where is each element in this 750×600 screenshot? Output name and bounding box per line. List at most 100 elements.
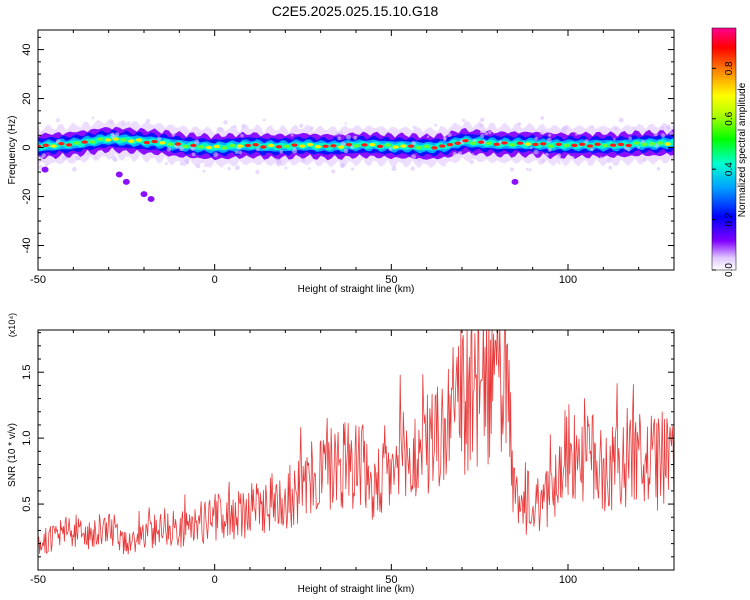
spectrogram-speckle bbox=[204, 164, 207, 167]
spectrogram-speckle bbox=[166, 147, 172, 152]
spectrogram-speckle bbox=[480, 133, 485, 138]
snr-ytick-label: 1.0 bbox=[21, 430, 33, 445]
ridge-peak bbox=[532, 142, 539, 147]
spectrogram-speckle bbox=[606, 157, 612, 164]
spectrogram-ylabel: Frequency (Hz) bbox=[7, 116, 18, 185]
spectrogram-speckle bbox=[340, 141, 346, 147]
spectrogram-outlier bbox=[147, 195, 155, 202]
spectrogram-speckle bbox=[279, 149, 283, 154]
snr-axes: -50 0 50 100 0.5 1.0 1.5 bbox=[21, 330, 675, 586]
spectrogram-speckle bbox=[484, 131, 488, 136]
ridge-peak bbox=[330, 144, 337, 148]
spectrogram-speckle bbox=[546, 137, 552, 143]
spectrogram-speckle bbox=[411, 154, 417, 160]
colorbar-tick-label: 0.6 bbox=[724, 111, 735, 125]
spectrogram-speckle bbox=[547, 148, 552, 152]
ridge-peak bbox=[501, 141, 508, 145]
colorbar-tick-label: 0.8 bbox=[724, 61, 735, 75]
ridge-peak bbox=[159, 141, 166, 145]
spectrogram-speckle bbox=[530, 146, 533, 150]
spectrogram-ytick-label: -40 bbox=[21, 238, 33, 254]
spectrogram-speckle bbox=[590, 125, 594, 128]
spectrogram-xtick-label: 50 bbox=[385, 274, 397, 286]
ridge-peak bbox=[345, 142, 353, 147]
spectrogram-ytick-label: -20 bbox=[21, 189, 33, 205]
spectrogram-speckle bbox=[659, 125, 665, 131]
spectrogram-speckle bbox=[599, 156, 603, 159]
ridge-peak bbox=[493, 142, 500, 147]
spectrogram-speckle bbox=[509, 167, 515, 172]
spectrogram-speckle bbox=[660, 133, 666, 138]
ridge-peak bbox=[625, 143, 632, 148]
ridge-peak bbox=[73, 141, 81, 145]
spectrogram-speckle bbox=[299, 123, 304, 128]
spectrogram-speckle bbox=[479, 117, 485, 123]
snr-xtick-label: 100 bbox=[559, 574, 577, 586]
ridge-peak bbox=[400, 144, 407, 148]
snr-xlabel: Height of straight line (km) bbox=[298, 584, 415, 595]
spectrogram-speckle bbox=[563, 125, 568, 130]
spectrogram-speckle bbox=[121, 122, 125, 126]
spectrogram-speckle bbox=[109, 120, 114, 125]
spectrogram-speckle bbox=[234, 165, 240, 171]
ridge-peak bbox=[446, 142, 454, 147]
ridge-peak bbox=[221, 146, 228, 150]
spectrogram-speckle bbox=[391, 166, 397, 172]
spectrogram-speckle bbox=[469, 160, 474, 165]
spectrogram-speckle bbox=[301, 158, 307, 163]
spectrogram-ytick-label: 40 bbox=[21, 43, 33, 55]
ridge-peak bbox=[96, 137, 104, 141]
spectrogram-speckle bbox=[114, 132, 120, 137]
ridge-peak bbox=[633, 141, 640, 145]
ridge-peak bbox=[128, 139, 135, 143]
spectrogram-speckle bbox=[127, 121, 131, 125]
spectrogram-speckle bbox=[241, 123, 246, 129]
ridge-peak bbox=[213, 144, 220, 149]
spectrogram-speckle bbox=[197, 132, 201, 136]
ridge-peak bbox=[268, 143, 275, 148]
spectrogram-speckle bbox=[292, 148, 298, 154]
ridge-peak bbox=[439, 144, 446, 148]
spectrogram-speckle bbox=[340, 163, 345, 168]
spectrogram-speckle bbox=[654, 143, 660, 148]
spectrogram-speckle bbox=[426, 135, 430, 138]
snr-panel: -50 0 50 100 0.5 1.0 1.5 Height of straight li… bbox=[7, 313, 675, 595]
ridge-peak bbox=[283, 144, 290, 149]
colorbar: 0.0 0.2 0.4 0.6 0.8 Normalized spectral ampl… bbox=[711, 27, 748, 277]
spectrogram-speckle bbox=[388, 147, 393, 151]
snr-ytick-label: 1.5 bbox=[21, 365, 33, 380]
spectrogram-speckle bbox=[632, 126, 636, 130]
spectrogram-speckle bbox=[56, 118, 60, 123]
spectrogram-speckle bbox=[164, 162, 168, 166]
spectrogram-speckle bbox=[628, 136, 632, 141]
spectrogram-speckle bbox=[656, 167, 661, 171]
spectrogram-speckle bbox=[590, 147, 594, 152]
spectrogram-speckle bbox=[213, 152, 219, 158]
ridge-peak bbox=[42, 143, 49, 148]
spectrogram-panel: -50 0 50 100 -40 -20 0 20 40 Height of straight … bbox=[7, 29, 675, 295]
spectrogram-speckle bbox=[528, 168, 532, 172]
ridge-peak bbox=[361, 143, 368, 147]
ridge-peak bbox=[376, 144, 384, 149]
spectrogram-speckle bbox=[353, 135, 358, 140]
spectrogram-speckle bbox=[62, 155, 67, 161]
ridge-peak bbox=[602, 143, 609, 148]
spectrogram-outlier bbox=[41, 166, 49, 173]
spectrogram-speckle bbox=[156, 136, 162, 141]
spectrogram-outlier bbox=[115, 171, 123, 178]
spectrogram-speckle bbox=[618, 117, 624, 123]
spectrogram-speckle bbox=[338, 131, 343, 136]
spectrogram-speckle bbox=[534, 136, 539, 141]
spectrogram-speckle bbox=[544, 152, 549, 157]
spectrogram-speckle bbox=[525, 167, 529, 171]
ridge-peak bbox=[555, 142, 563, 147]
spectrogram-speckle bbox=[434, 123, 438, 127]
spectrogram-speckle bbox=[540, 115, 545, 120]
spectrogram-speckle bbox=[227, 166, 231, 171]
spectrogram-speckle bbox=[411, 140, 416, 146]
spectrogram-speckle bbox=[223, 120, 228, 125]
spectrogram-speckle bbox=[540, 159, 545, 164]
snr-xtick-label: 0 bbox=[212, 574, 218, 586]
ridge-peak bbox=[306, 142, 314, 147]
